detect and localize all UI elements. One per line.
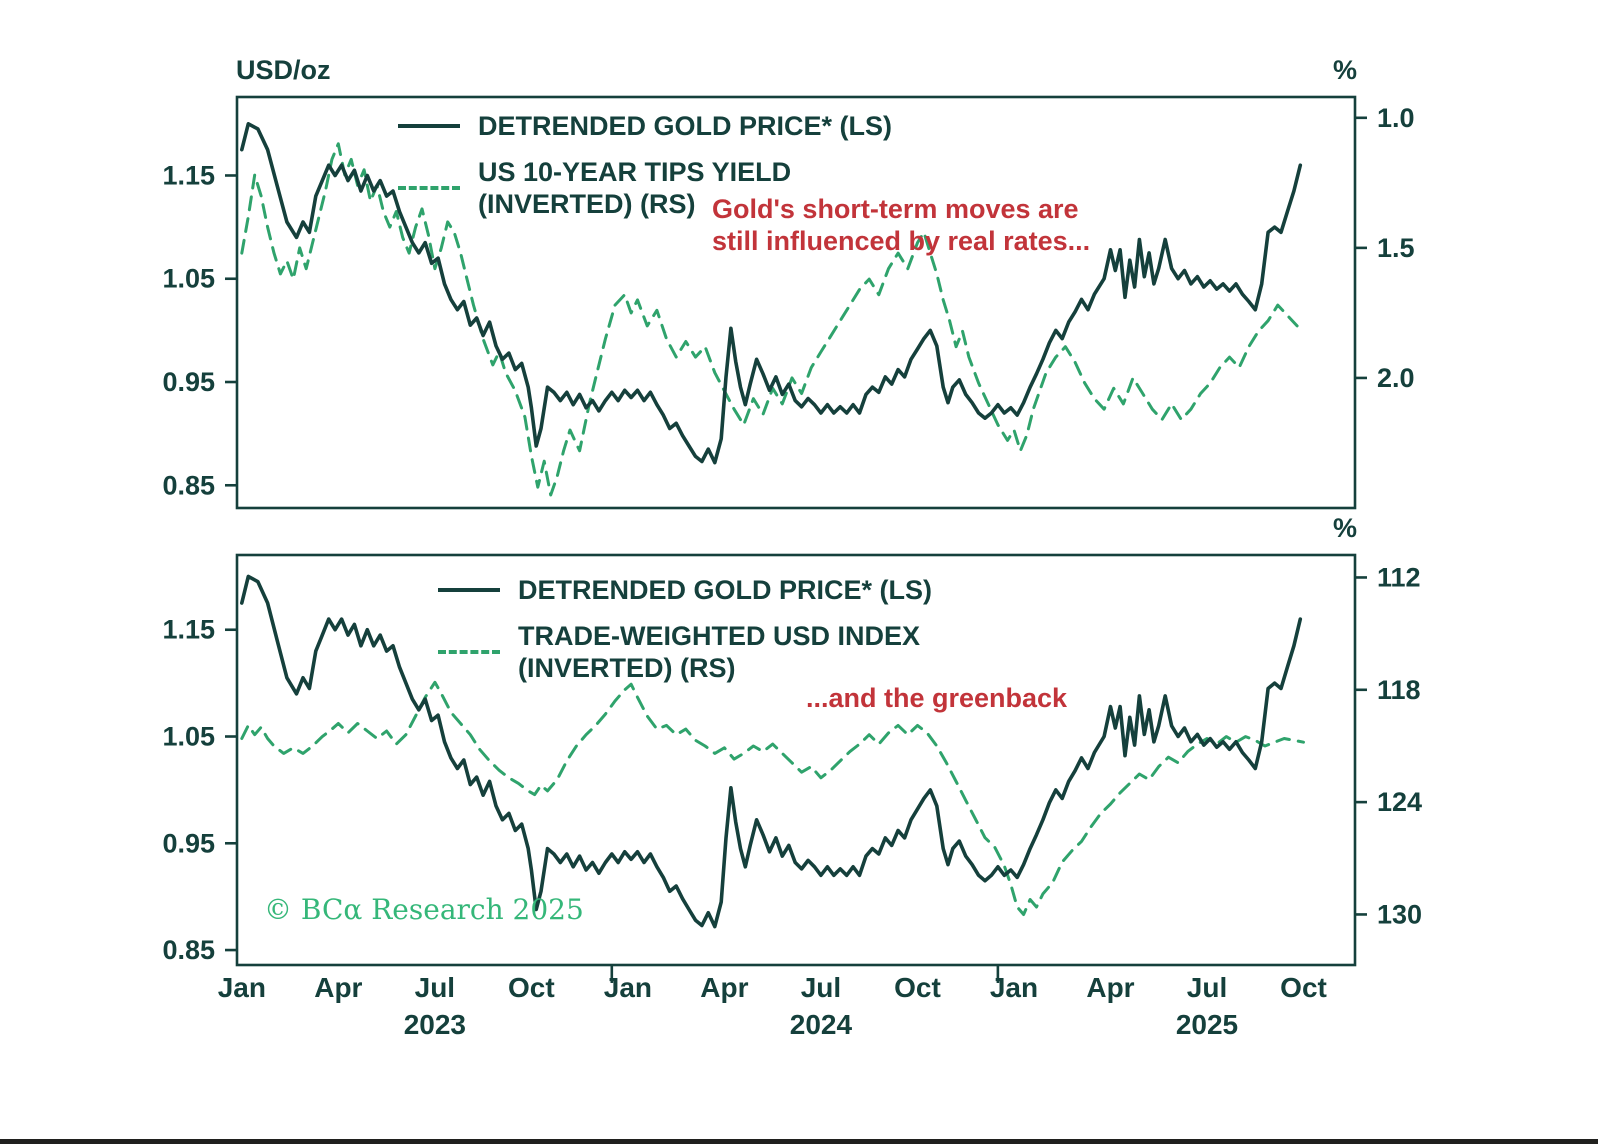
right-axis-tick-label: 112: [1377, 562, 1421, 592]
usd-index-line: [240, 680, 1305, 916]
tips-line-sample-icon: [398, 186, 460, 190]
gold-line-sample-icon: [438, 588, 500, 592]
month-label: Jul: [415, 972, 455, 1003]
right-axis-tick-label: 1.5: [1377, 233, 1415, 263]
month-label: Oct: [1280, 972, 1327, 1003]
watermark: © BCα Research 2025: [264, 893, 584, 926]
panel-frame: [235, 553, 1357, 967]
year-label: 2025: [1176, 1009, 1238, 1040]
month-label: Oct: [508, 972, 555, 1003]
month-label: Apr: [700, 972, 748, 1003]
month-label: Jul: [1187, 972, 1227, 1003]
right-axis-tick-label: 130: [1377, 899, 1422, 929]
top-right-axis-unit-label: %: [1333, 55, 1358, 85]
bottom-legend-usd-label: TRADE-WEIGHTED USD INDEX (INVERTED) (RS): [518, 620, 920, 684]
right-axis-tick-label: 2.0: [1377, 363, 1415, 393]
right-axis-tick-label: 118: [1377, 675, 1421, 705]
tips-line: [240, 142, 1299, 497]
top-annotation-line2: still influenced by real rates...: [712, 226, 1091, 256]
top-legend-tips-row: US 10-YEAR TIPS YIELD (INVERTED) (RS): [398, 156, 892, 220]
gold-line-top: [240, 122, 1303, 465]
usd-line-sample-icon: [438, 650, 500, 654]
year-label: 2023: [404, 1009, 466, 1040]
top-legend-tips-label-line1: US 10-YEAR TIPS YIELD: [478, 157, 792, 187]
left-axis-tick-label: 1.05: [162, 264, 215, 294]
bottom-legend-gold-label: DETRENDED GOLD PRICE* (LS): [518, 575, 933, 605]
top-legend-tips-label: US 10-YEAR TIPS YIELD (INVERTED) (RS): [478, 156, 791, 220]
year-label: 2024: [790, 1009, 853, 1040]
top-annotation-line1: Gold's short-term moves are: [712, 194, 1079, 224]
month-label: Jul: [801, 972, 841, 1003]
left-axis-tick-label: 0.95: [162, 367, 215, 397]
top-legend-gold-label: DETRENDED GOLD PRICE* (LS): [478, 111, 893, 141]
month-label: Jan: [218, 972, 266, 1003]
left-axis-tick-label: 0.85: [162, 470, 215, 500]
bottom-legend-usd-label-line2: (INVERTED) (RS): [518, 653, 736, 683]
bottom-legend-gold-row: DETRENDED GOLD PRICE* (LS): [438, 574, 932, 606]
bottom-border-bar: [0, 1139, 1598, 1144]
right-axis-tick-label: 1.0: [1377, 103, 1415, 133]
left-axis-tick-label: 0.95: [162, 828, 215, 858]
right-axis-tick-label: 124: [1377, 787, 1422, 817]
top-annotation: Gold's short-term moves are still influe…: [712, 193, 1090, 257]
gold-line-bottom: [240, 574, 1303, 929]
gold-line-sample-icon: [398, 124, 460, 128]
left-axis-tick-label: 1.15: [162, 160, 215, 190]
left-axis-tick-label: 1.15: [162, 615, 215, 645]
bottom-right-axis-unit-label: %: [1333, 513, 1358, 543]
bottom-annotation: ...and the greenback: [806, 683, 1068, 713]
month-label: Apr: [314, 972, 362, 1003]
left-axis-unit-label: USD/oz: [236, 55, 331, 85]
bottom-legend-usd-label-line1: TRADE-WEIGHTED USD INDEX: [518, 621, 921, 651]
panel-frame: [235, 95, 1357, 510]
bottom-legend: DETRENDED GOLD PRICE* (LS) TRADE-WEIGHTE…: [438, 574, 932, 698]
top-legend-tips-label-line2: (INVERTED) (RS): [478, 189, 696, 219]
top-legend-gold-row: DETRENDED GOLD PRICE* (LS): [398, 110, 892, 142]
top-legend: DETRENDED GOLD PRICE* (LS) US 10-YEAR TI…: [398, 110, 892, 234]
left-axis-tick-label: 1.05: [162, 722, 215, 752]
month-label: Oct: [894, 972, 941, 1003]
bottom-legend-usd-row: TRADE-WEIGHTED USD INDEX (INVERTED) (RS): [438, 620, 932, 684]
month-label: Apr: [1086, 972, 1134, 1003]
left-axis-tick-label: 0.85: [162, 935, 215, 965]
